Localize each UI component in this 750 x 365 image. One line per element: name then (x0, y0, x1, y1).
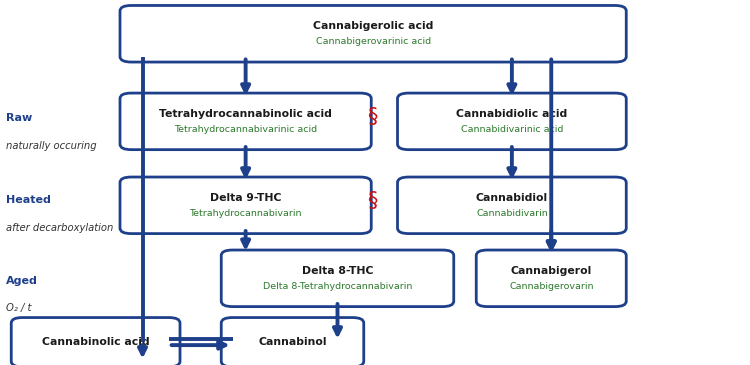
Text: Heated: Heated (6, 195, 51, 205)
Text: Aged: Aged (6, 276, 38, 285)
Text: Delta 8-Tetrahydrocannabivarin: Delta 8-Tetrahydrocannabivarin (262, 281, 413, 291)
Text: Cannabidivarinic acid: Cannabidivarinic acid (460, 124, 563, 134)
FancyBboxPatch shape (398, 93, 626, 150)
Text: after decarboxylation: after decarboxylation (6, 223, 113, 233)
FancyBboxPatch shape (221, 250, 454, 307)
Text: Cannabidiol: Cannabidiol (476, 193, 548, 203)
FancyBboxPatch shape (120, 5, 626, 62)
FancyBboxPatch shape (11, 318, 180, 365)
Text: naturally occuring: naturally occuring (6, 141, 97, 150)
FancyBboxPatch shape (221, 318, 364, 365)
FancyBboxPatch shape (120, 177, 371, 234)
Text: Cannabigerolic acid: Cannabigerolic acid (313, 21, 434, 31)
Text: O₂ / t: O₂ / t (6, 303, 32, 313)
Text: Cannabigerovarin: Cannabigerovarin (509, 281, 593, 291)
Text: Delta 9-THC: Delta 9-THC (210, 193, 281, 203)
Text: Delta 8-THC: Delta 8-THC (302, 266, 374, 276)
Text: Cannabinol: Cannabinol (258, 337, 327, 347)
Text: Cannabidivarin: Cannabidivarin (476, 208, 548, 218)
Text: Raw: Raw (6, 113, 32, 123)
FancyBboxPatch shape (120, 93, 371, 150)
FancyBboxPatch shape (398, 177, 626, 234)
Text: Tetrahydrocannabivarin: Tetrahydrocannabivarin (189, 208, 302, 218)
Text: Cannabinolic acid: Cannabinolic acid (42, 337, 149, 347)
Text: §: § (368, 191, 378, 211)
Text: Cannabigerol: Cannabigerol (511, 266, 592, 276)
Text: Tetrahydrocannabivarinic acid: Tetrahydrocannabivarinic acid (174, 124, 317, 134)
Text: Cannabidiolic acid: Cannabidiolic acid (456, 109, 568, 119)
FancyBboxPatch shape (476, 250, 626, 307)
Text: Cannabigerovarinic acid: Cannabigerovarinic acid (316, 37, 430, 46)
Text: §: § (368, 107, 378, 127)
Text: Tetrahydrocannabinolic acid: Tetrahydrocannabinolic acid (159, 109, 332, 119)
